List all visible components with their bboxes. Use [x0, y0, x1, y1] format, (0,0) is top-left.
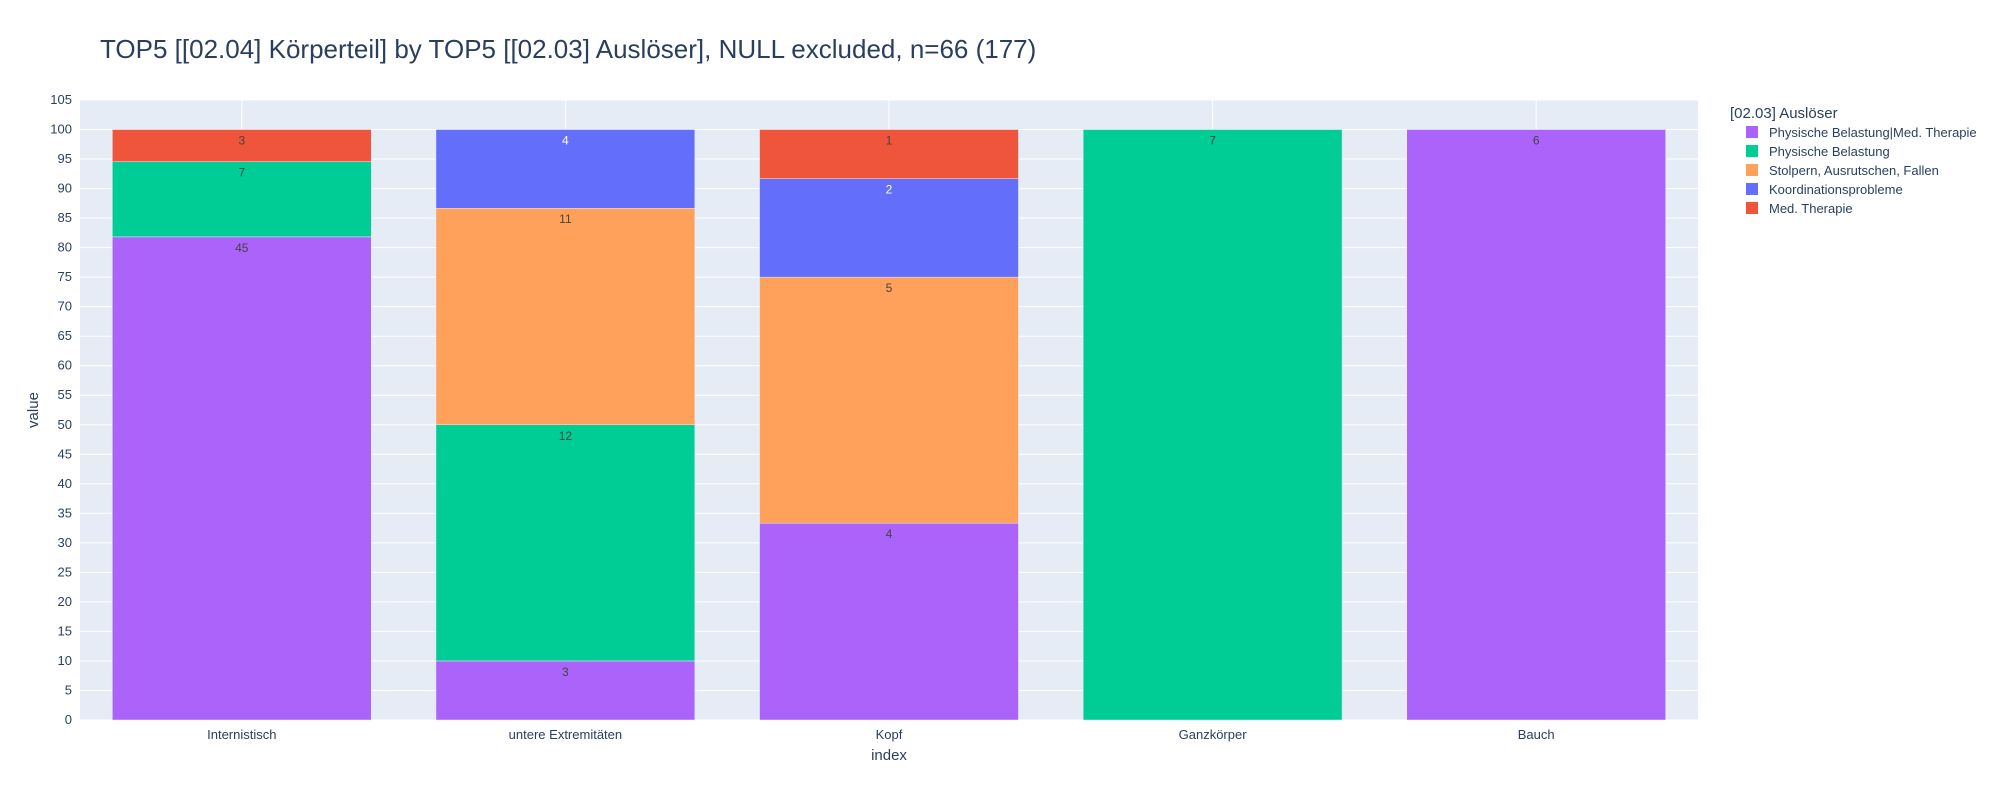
- x-tick-label: Kopf: [876, 727, 903, 742]
- legend-item[interactable]: Stolpern, Ausrutschen, Fallen: [1746, 163, 1939, 178]
- y-tick-label: 105: [50, 92, 72, 107]
- legend-items[interactable]: Physische Belastung|Med. Therapie Physisc…: [1746, 125, 1977, 216]
- legend-swatch: [1746, 126, 1758, 138]
- bar-segment[interactable]: [435, 207, 696, 426]
- x-tick-label: untere Extremitäten: [509, 727, 622, 742]
- x-tick-label: Ganzkörper: [1179, 727, 1248, 742]
- legend-swatch: [1746, 164, 1758, 176]
- legend-title: [02.03] Auslöser: [1730, 105, 1838, 122]
- y-tick-label: 20: [58, 594, 72, 609]
- y-tick-label: 30: [58, 535, 72, 550]
- bar-segment[interactable]: [759, 522, 1019, 721]
- y-tick-label: 40: [58, 476, 72, 491]
- bar-value-label: 4: [886, 527, 893, 541]
- y-tick-label: 80: [58, 240, 72, 255]
- bar-segment[interactable]: [112, 129, 372, 162]
- bar-segment[interactable]: [759, 129, 1019, 179]
- chart-title: TOP5 [[02.04] Körperteil] by TOP5 [[02.0…: [100, 34, 1036, 64]
- bar-value-label: 2: [886, 183, 893, 197]
- legend-item[interactable]: Koordinationsprobleme: [1746, 182, 1903, 197]
- y-tick-label: 10: [58, 653, 72, 668]
- bar-segment[interactable]: [759, 178, 1019, 278]
- legend-label: Med. Therapie: [1769, 201, 1853, 216]
- x-axis-ticks: Internistisch untere Extremitäten Kopf Ganz…: [207, 727, 1555, 742]
- bar-segment[interactable]: [435, 129, 696, 209]
- bar-segment[interactable]: [759, 276, 1019, 524]
- y-tick-label: 100: [50, 122, 72, 137]
- y-tick-label: 45: [58, 446, 72, 461]
- y-tick-label: 5: [65, 682, 72, 697]
- y-tick-label: 85: [58, 210, 72, 225]
- bar-segment[interactable]: [435, 660, 696, 721]
- bar-segment[interactable]: [1082, 129, 1343, 721]
- y-tick-label: 55: [58, 387, 72, 402]
- bar-value-label: 11: [559, 212, 572, 226]
- bar-value-label: 7: [238, 166, 245, 180]
- y-tick-label: 25: [58, 564, 72, 579]
- x-tick-label: Internistisch: [207, 727, 276, 742]
- legend-label: Physische Belastung: [1769, 144, 1890, 159]
- y-tick-label: 70: [58, 299, 72, 314]
- bar-segment[interactable]: [112, 161, 372, 238]
- legend-label: Physische Belastung|Med. Therapie: [1769, 125, 1977, 140]
- y-axis-ticks: 0 5 10 15 20 25 30 35 40 45 50 55 60 65 70 75 80 85 90 95 10…: [50, 92, 72, 727]
- y-tick-label: 0: [65, 712, 72, 727]
- legend-label: Stolpern, Ausrutschen, Fallen: [1769, 163, 1939, 178]
- bar-value-label: 3: [238, 134, 245, 148]
- y-tick-label: 35: [58, 505, 72, 520]
- legend-swatch: [1746, 202, 1758, 214]
- bar-value-label: 5: [886, 281, 893, 295]
- legend-item[interactable]: Med. Therapie: [1746, 201, 1853, 216]
- bar-value-label: 12: [559, 429, 573, 443]
- x-tick-label: Bauch: [1518, 727, 1555, 742]
- bar-value-label: 1: [886, 134, 893, 148]
- legend-swatch: [1746, 145, 1758, 157]
- y-tick-label: 95: [58, 151, 72, 166]
- legend-swatch: [1746, 183, 1758, 195]
- bar-segment[interactable]: [112, 236, 372, 721]
- y-tick-label: 65: [58, 328, 72, 343]
- y-tick-label: 50: [58, 417, 72, 432]
- y-axis-label: value: [25, 392, 42, 428]
- y-tick-label: 60: [58, 358, 72, 373]
- bar-value-label: 6: [1533, 134, 1540, 148]
- legend-label: Koordinationsprobleme: [1769, 182, 1903, 197]
- y-tick-label: 15: [58, 623, 72, 638]
- legend-item[interactable]: Physische Belastung: [1746, 144, 1890, 159]
- bar-segment[interactable]: [1406, 129, 1666, 721]
- bar-segment[interactable]: [435, 424, 696, 662]
- legend-item[interactable]: Physische Belastung|Med. Therapie: [1746, 125, 1977, 140]
- legend[interactable]: [02.03] Auslöser Physische Belastung|Med…: [1730, 105, 1977, 216]
- y-tick-label: 75: [58, 269, 72, 284]
- bar-value-label: 7: [1209, 134, 1216, 148]
- bar-value-label: 4: [562, 134, 569, 148]
- y-tick-label: 90: [58, 181, 72, 196]
- x-axis-label: index: [871, 747, 907, 764]
- bar-value-label: 3: [562, 665, 569, 679]
- bars: [112, 129, 1666, 721]
- bar-value-label: 45: [235, 241, 249, 255]
